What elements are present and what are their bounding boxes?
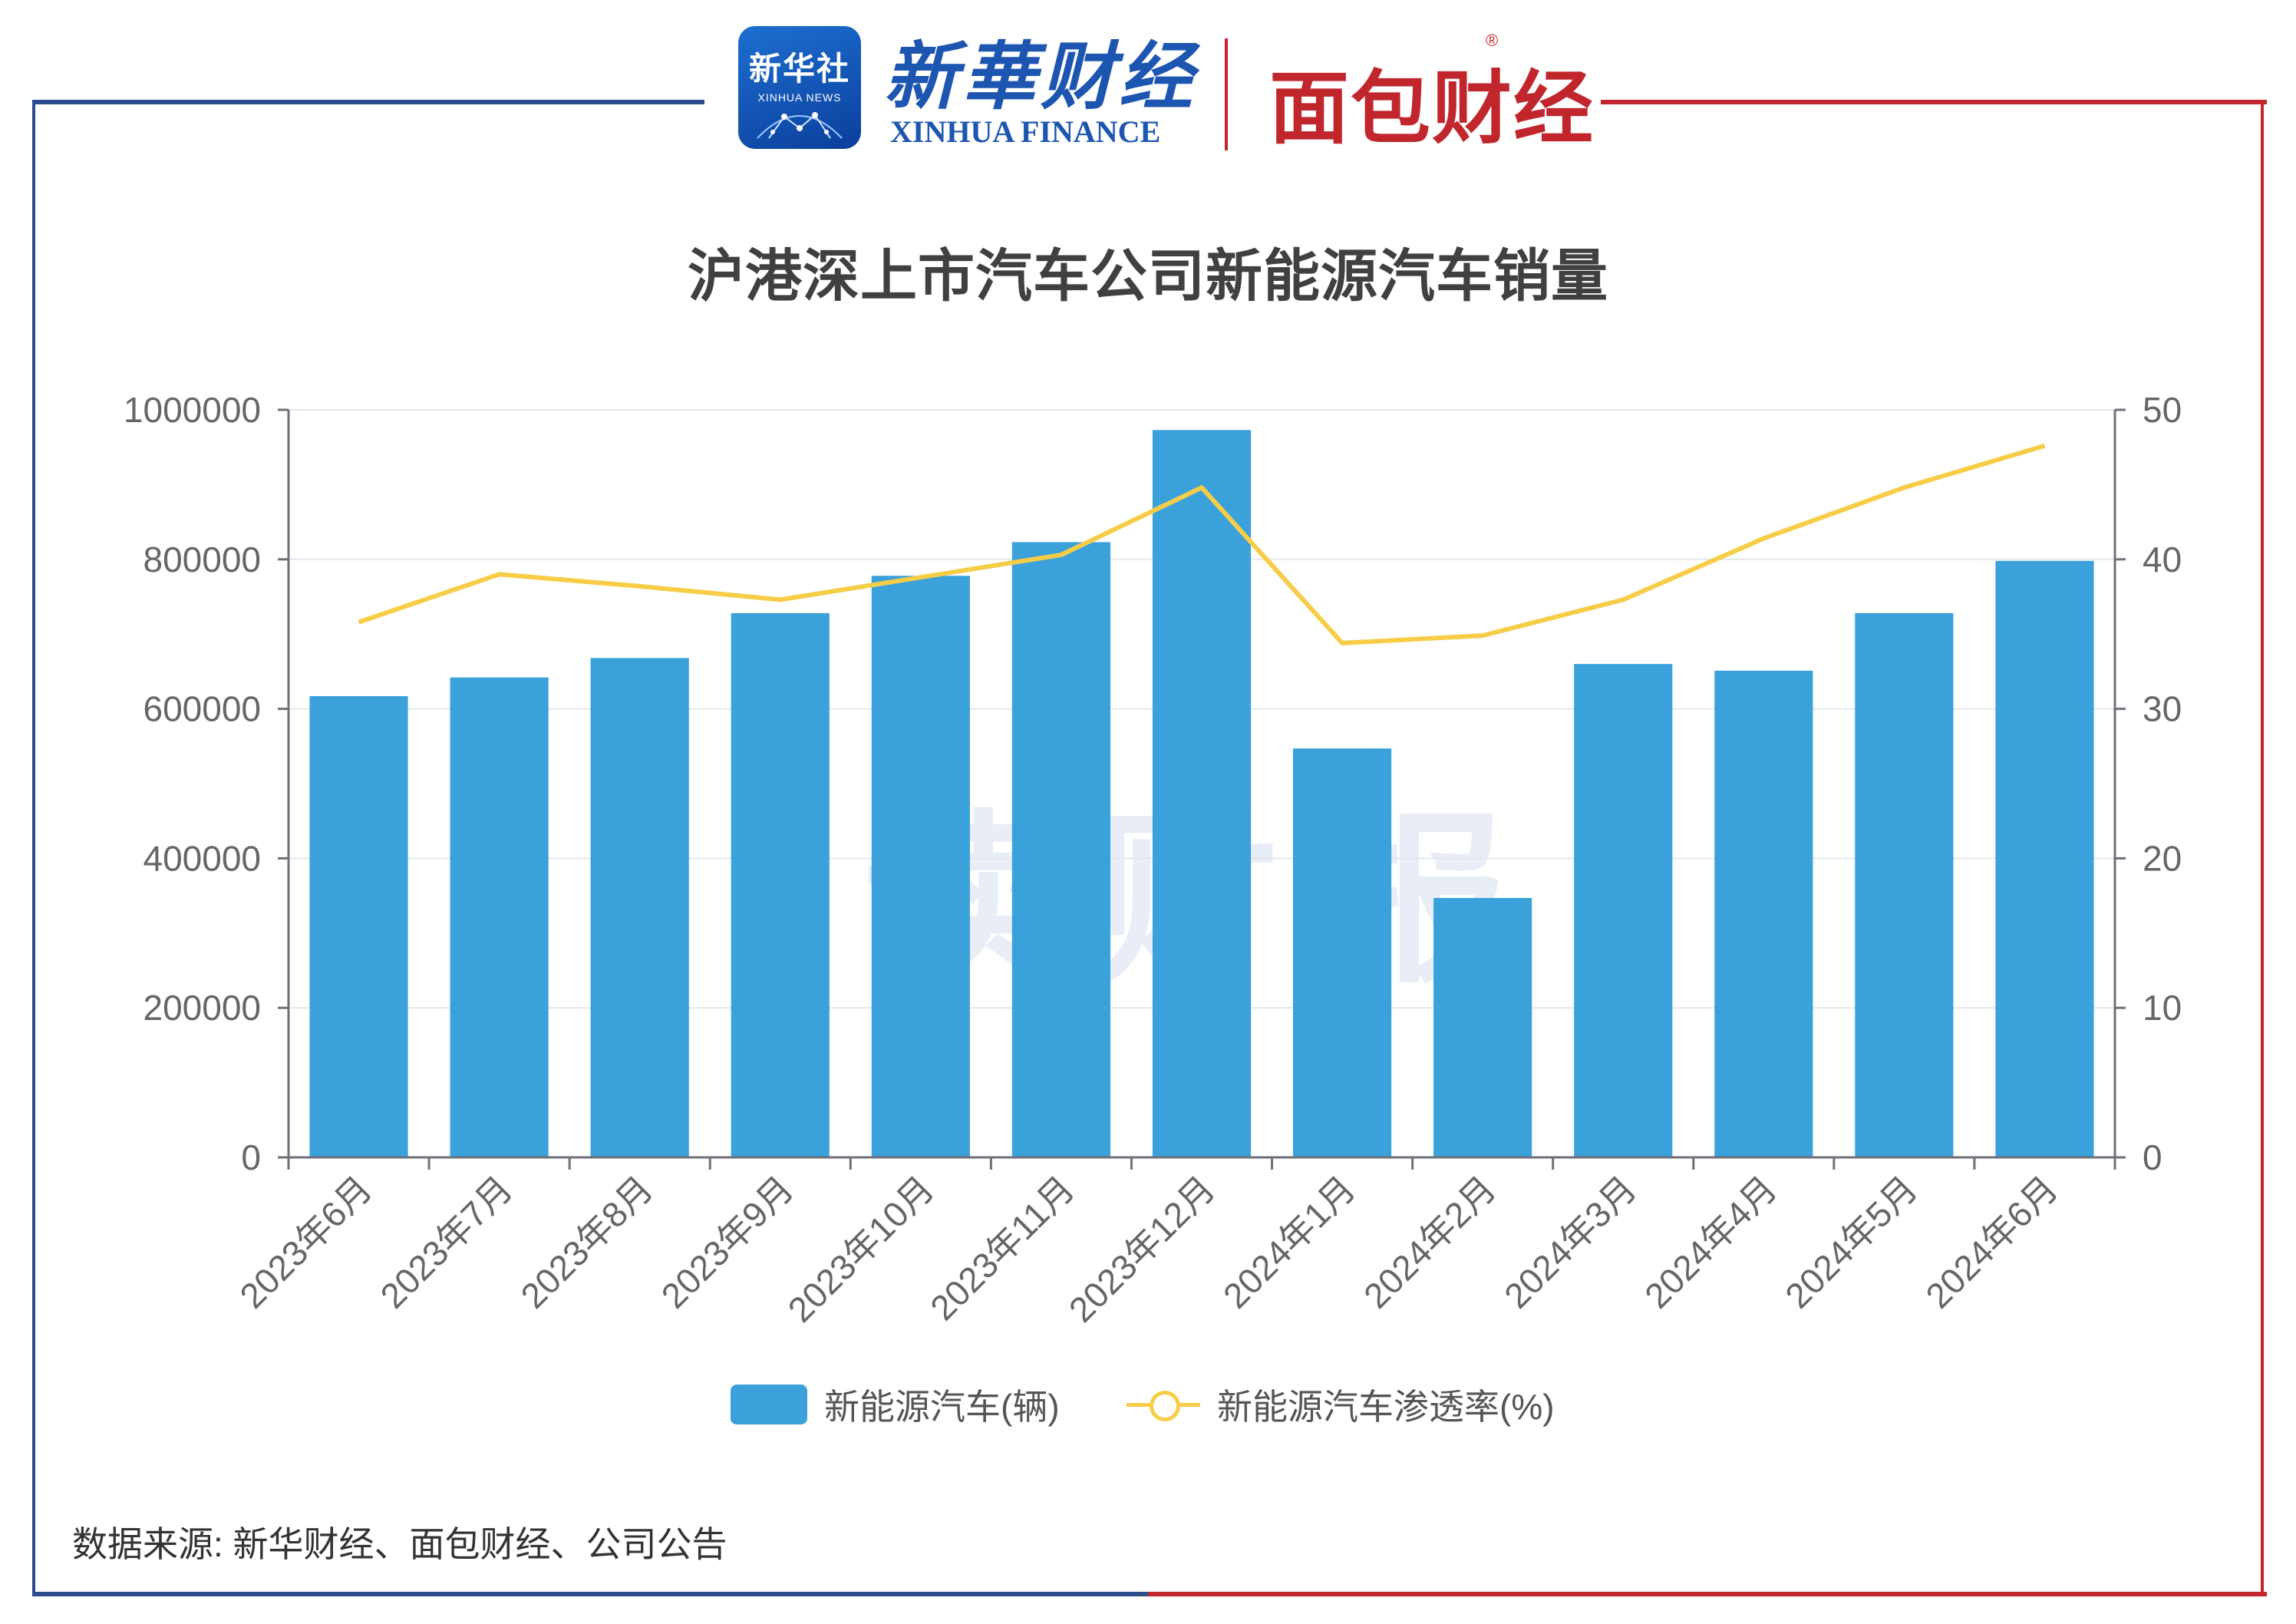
bar[interactable] — [731, 612, 830, 1157]
line-point[interactable] — [1478, 631, 1487, 640]
x-tick-label: 2024年4月 — [1637, 1168, 1784, 1315]
bar[interactable] — [1574, 664, 1673, 1157]
y-left-tick-label: 800000 — [144, 540, 262, 579]
x-tick-label: 2023年12月 — [1061, 1168, 1222, 1329]
bar[interactable] — [309, 696, 408, 1157]
line-point[interactable] — [1338, 639, 1347, 648]
legend-bar-label: 新能源汽车(辆) — [824, 1387, 1060, 1427]
y-right-tick-label: 0 — [2143, 1137, 2162, 1177]
bar[interactable] — [1855, 612, 1954, 1157]
line-point[interactable] — [355, 618, 364, 627]
line-point[interactable] — [1057, 550, 1066, 559]
bar[interactable] — [590, 658, 689, 1157]
x-tick-label: 2023年10月 — [780, 1168, 942, 1329]
line-point[interactable] — [1197, 483, 1206, 492]
bar[interactable] — [1011, 542, 1110, 1157]
line-point[interactable] — [1899, 483, 1908, 492]
line-point[interactable] — [495, 569, 504, 579]
line-point[interactable] — [2040, 441, 2049, 451]
x-tick-label: 2024年6月 — [1918, 1168, 2065, 1315]
legend-item-line[interactable]: 新能源汽车渗透率(%) — [1127, 1381, 1555, 1428]
y-right-tick-label: 50 — [2143, 390, 2182, 430]
bar[interactable] — [1995, 560, 2094, 1157]
legend: 新能源汽车(辆) 新能源汽车渗透率(%) — [0, 1381, 2296, 1428]
bar[interactable] — [450, 677, 549, 1157]
y-left-tick-label: 400000 — [144, 838, 262, 878]
registered-mark: ® — [1486, 31, 1499, 50]
bar[interactable] — [1152, 430, 1252, 1157]
x-tick-label: 2023年6月 — [232, 1168, 379, 1315]
legend-item-bar[interactable]: 新能源汽车(辆) — [731, 1381, 1060, 1428]
line-point[interactable] — [1759, 534, 1768, 543]
legend-line-swatch — [1127, 1385, 1200, 1424]
y-left-tick-label: 1000000 — [124, 390, 261, 430]
frame-top-left-border — [32, 100, 704, 104]
chart-title: 沪港深上市汽车公司新能源汽车销量 — [688, 244, 1608, 308]
bar[interactable] — [871, 576, 970, 1157]
xinhua-finance-logo-en: XINHUA FINANCE — [890, 114, 1161, 149]
xinhua-badge-en: XINHUA NEWS — [757, 91, 842, 104]
logo-divider — [1225, 38, 1228, 150]
x-tick-label: 2023年11月 — [922, 1168, 1082, 1328]
y-right-tick-label: 40 — [2143, 540, 2182, 579]
x-tick-label: 2023年7月 — [372, 1168, 520, 1315]
x-tick-label: 2024年5月 — [1777, 1168, 1925, 1315]
line-point[interactable] — [635, 582, 645, 591]
x-tick-label: 2024年1月 — [1216, 1168, 1363, 1315]
y-right-tick-label: 30 — [2143, 689, 2182, 729]
frame-left-border — [32, 100, 35, 1596]
x-tick-label: 2023年9月 — [654, 1168, 801, 1315]
series-line-penetration-rate — [358, 443, 2046, 645]
mianbao-finance-logo: 面包财经 — [1269, 64, 1595, 153]
frame-right-border — [2261, 100, 2264, 1596]
y-right-tick-label: 10 — [2143, 988, 2182, 1028]
y-left-tick-label: 200000 — [144, 988, 262, 1028]
xinhua-finance-logo-cn: 新華财经 — [884, 33, 1197, 120]
frame-top-right-border — [1601, 100, 2267, 104]
frame-bottom-right-border — [1148, 1592, 2267, 1596]
frame-bottom-left-border — [32, 1592, 1148, 1596]
bar[interactable] — [1293, 748, 1392, 1157]
line-point[interactable] — [776, 595, 785, 604]
x-tick-label: 2024年3月 — [1496, 1168, 1644, 1315]
line-point[interactable] — [1618, 595, 1628, 604]
y-left-tick-label: 0 — [241, 1137, 261, 1177]
legend-line-label: 新能源汽车渗透率(%) — [1217, 1387, 1555, 1427]
x-tick-label: 2023年8月 — [513, 1168, 660, 1315]
bar[interactable] — [1714, 670, 1813, 1157]
data-source-note: 数据来源: 新华财经、面包财经、公司公告 — [72, 1524, 727, 1564]
bar[interactable] — [1433, 898, 1532, 1157]
line-point[interactable] — [916, 573, 925, 582]
legend-bar-swatch — [731, 1385, 807, 1424]
y-left-tick-label: 600000 — [144, 689, 262, 729]
x-tick-label: 2024年2月 — [1356, 1168, 1503, 1315]
xinhua-news-logo: 新华社 XINHUA NEWS — [738, 26, 861, 149]
network-globe-icon — [757, 112, 843, 139]
xinhua-badge-cn: 新华社 — [748, 51, 850, 87]
y-right-tick-label: 20 — [2143, 838, 2182, 878]
